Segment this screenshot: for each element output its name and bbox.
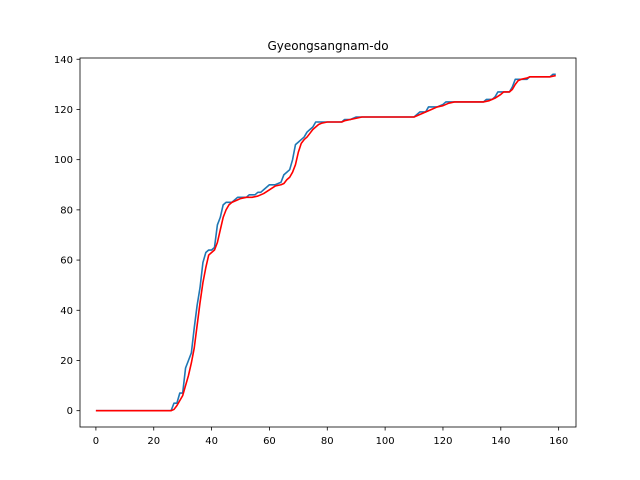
x-tick-label-4: 80 [321, 436, 334, 447]
y-tick-label-1: 20 [60, 356, 73, 367]
y-tick-label-6: 120 [54, 105, 73, 116]
y-tick-label-7: 140 [54, 55, 73, 66]
x-tick-label-5: 100 [376, 436, 395, 447]
y-tick-label-5: 100 [54, 155, 73, 166]
y-tick-label-3: 60 [60, 256, 73, 267]
x-tick-label-3: 60 [263, 436, 276, 447]
series-line-1 [95, 74, 556, 412]
y-tick-label-0: 0 [67, 406, 73, 417]
x-tick-label-0: 0 [93, 436, 99, 447]
x-tick-label-8: 160 [549, 436, 568, 447]
axes-frame [79, 57, 577, 428]
y-tick-label-4: 80 [60, 205, 73, 216]
chart-title: Gyeongsangnam-do [267, 39, 388, 53]
x-tick-label-1: 20 [147, 436, 160, 447]
series-line-0 [95, 73, 556, 412]
x-tick-label-7: 140 [491, 436, 510, 447]
y-tick-label-2: 40 [60, 306, 73, 317]
plot-area: 0 20 40 60 80 100 120 140 160 0 20 40 60 80 100 120 140 [54, 55, 577, 447]
x-tick-label-6: 120 [433, 436, 452, 447]
x-tick-label-2: 40 [205, 436, 218, 447]
